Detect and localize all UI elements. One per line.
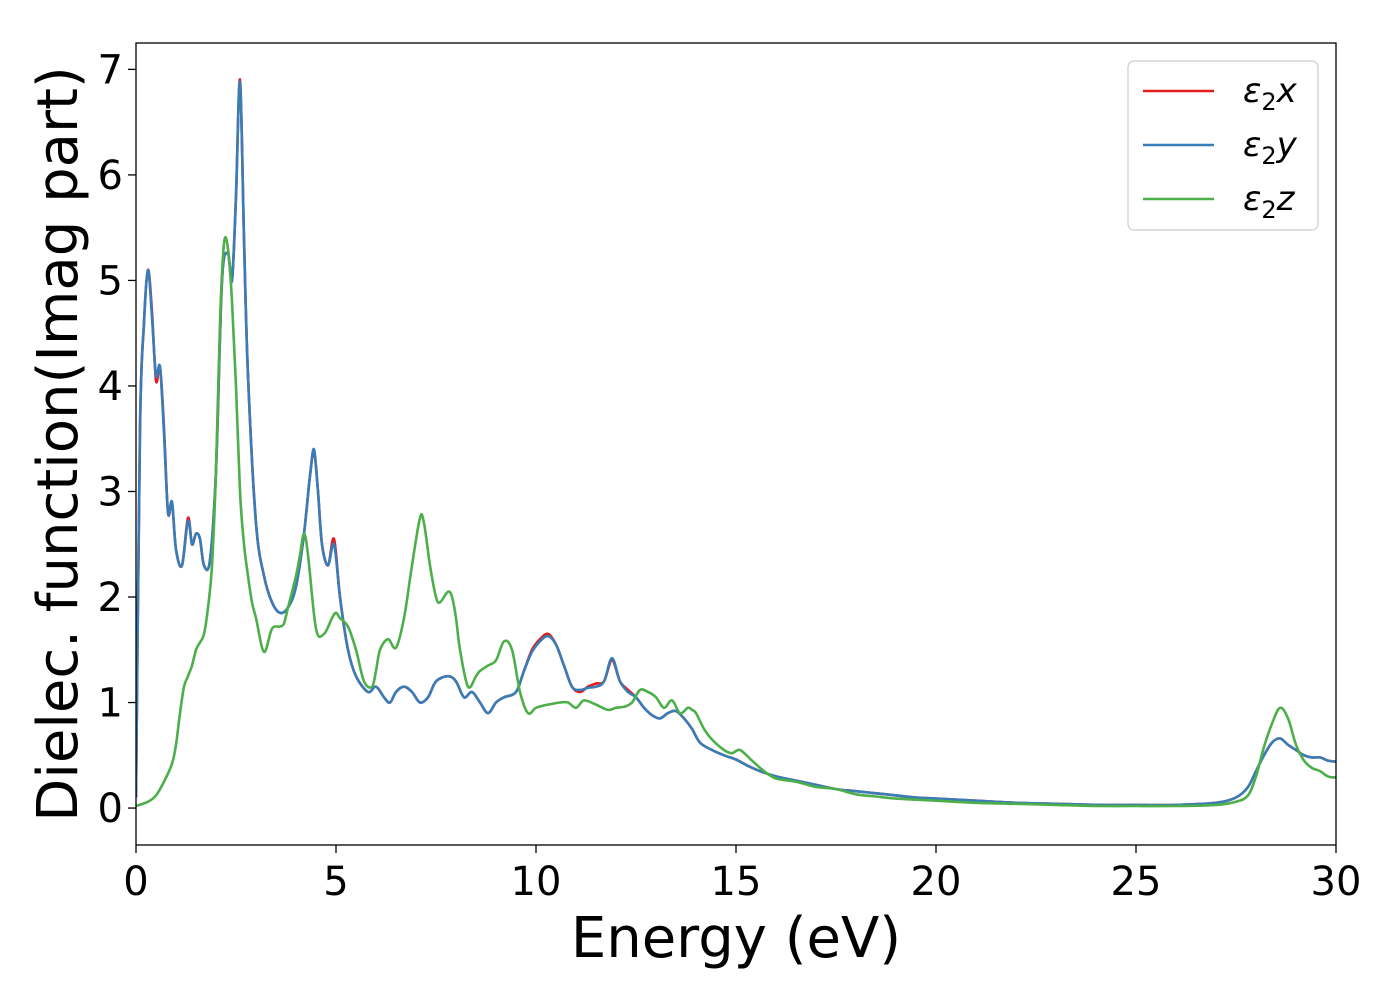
y-tick-label: 3 xyxy=(98,469,123,515)
legend-box xyxy=(1127,60,1319,231)
x-tick-label: 20 xyxy=(911,859,962,905)
y-tick-label: 4 xyxy=(98,364,123,410)
series-layer xyxy=(136,78,1336,808)
x-tick-label: 25 xyxy=(1111,859,1162,905)
x-axis-ticks: 0 5 10 15 20 25 30 xyxy=(123,845,1361,905)
legend-label-z: ε2z xyxy=(1243,179,1296,224)
x-tick-label: 10 xyxy=(511,859,562,905)
y-tick-label: 2 xyxy=(98,575,123,621)
series-line-z xyxy=(136,235,1336,808)
y-axis-label: Dielec. function(Imag part) xyxy=(26,66,91,822)
legend: ε2x ε2y ε2z xyxy=(1127,60,1319,231)
y-tick-label: 1 xyxy=(98,681,123,727)
x-axis-label: Energy (eV) xyxy=(571,906,901,971)
x-tick-label: 0 xyxy=(123,859,148,905)
x-tick-label: 15 xyxy=(711,859,762,905)
y-tick-label: 0 xyxy=(98,786,123,832)
y-tick-label: 6 xyxy=(98,153,123,199)
legend-label-y: ε2y xyxy=(1243,125,1298,170)
y-tick-label: 7 xyxy=(98,47,123,93)
y-tick-label: 5 xyxy=(98,258,123,304)
y-axis-ticks: 0 1 2 3 4 5 6 7 xyxy=(98,47,136,832)
legend-label-x: ε2x xyxy=(1243,71,1298,116)
x-tick-label: 5 xyxy=(323,859,348,905)
x-tick-label: 30 xyxy=(1311,859,1362,905)
